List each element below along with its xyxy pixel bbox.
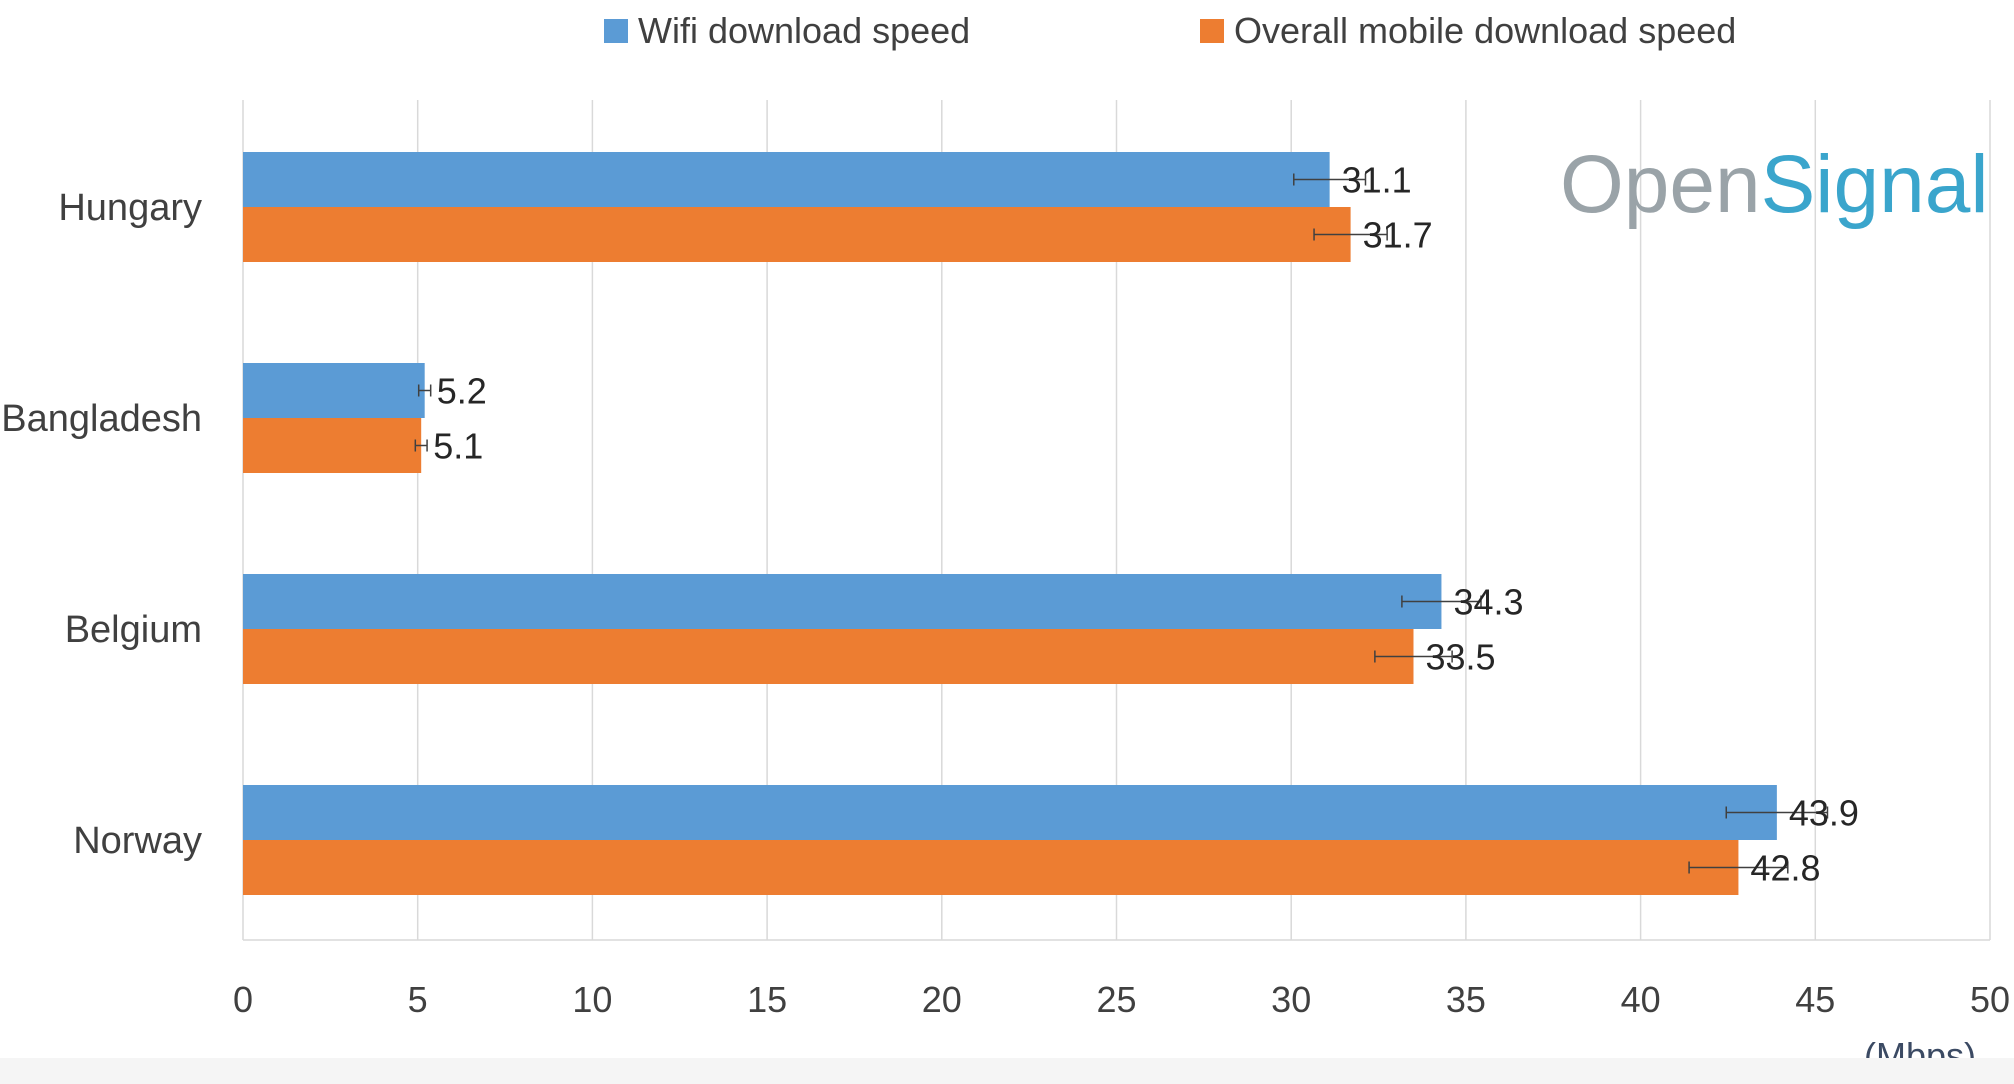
tick-label-15: 15 <box>747 979 787 1020</box>
bar-mobile-hungary <box>243 207 1351 262</box>
category-label-hungary: Hungary <box>58 187 202 229</box>
error-bar-mobile-norway <box>1688 861 1789 874</box>
category-label-belgium: Belgium <box>65 609 202 651</box>
tick-label-30: 30 <box>1271 979 1311 1020</box>
category-label-norway: Norway <box>73 820 202 862</box>
data-label-wifi-belgium: 34.3 <box>1453 582 1523 623</box>
data-label-wifi-bangladesh: 5.2 <box>437 371 487 412</box>
error-bar-mobile-bangladesh <box>414 439 428 452</box>
bar-mobile-norway <box>243 840 1739 895</box>
data-label-mobile-hungary: 31.7 <box>1363 215 1433 256</box>
error-bar-wifi-bangladesh <box>417 384 432 397</box>
tick-label-45: 45 <box>1795 979 1835 1020</box>
bar-mobile-belgium <box>243 629 1414 684</box>
tick-label-0: 0 <box>233 979 253 1020</box>
bottom-band <box>0 1058 2014 1084</box>
error-bar-mobile-hungary <box>1313 228 1388 241</box>
tick-label-40: 40 <box>1621 979 1661 1020</box>
tick-label-25: 25 <box>1096 979 1136 1020</box>
legend-label-wifi: Wifi download speed <box>638 10 970 51</box>
category-label-bangladesh: Bangladesh <box>1 398 202 440</box>
legend-label-mobile: Overall mobile download speed <box>1234 10 1736 51</box>
data-label-wifi-norway: 43.9 <box>1789 793 1859 834</box>
tick-label-5: 5 <box>408 979 428 1020</box>
legend-swatch-wifi <box>604 19 628 43</box>
tick-label-50: 50 <box>1970 979 2010 1020</box>
data-label-wifi-hungary: 31.1 <box>1342 160 1412 201</box>
bar-wifi-bangladesh <box>243 363 425 418</box>
legend-swatch-mobile <box>1200 19 1224 43</box>
data-label-mobile-bangladesh: 5.1 <box>433 426 483 467</box>
data-label-mobile-belgium: 33.5 <box>1425 637 1495 678</box>
error-bar-wifi-hungary <box>1293 173 1367 186</box>
error-bar-wifi-norway <box>1725 806 1829 819</box>
bar-mobile-bangladesh <box>243 418 422 473</box>
opensignal-logo: OpenSignal <box>1560 139 1989 230</box>
bar-wifi-norway <box>243 785 1777 840</box>
tick-label-20: 20 <box>922 979 962 1020</box>
bar-wifi-belgium <box>243 574 1442 629</box>
error-bar-mobile-belgium <box>1374 650 1453 663</box>
tick-label-35: 35 <box>1446 979 1486 1020</box>
tick-label-10: 10 <box>572 979 612 1020</box>
data-label-mobile-norway: 42.8 <box>1750 848 1820 889</box>
error-bar-wifi-belgium <box>1401 595 1482 608</box>
bar-wifi-hungary <box>243 152 1330 207</box>
